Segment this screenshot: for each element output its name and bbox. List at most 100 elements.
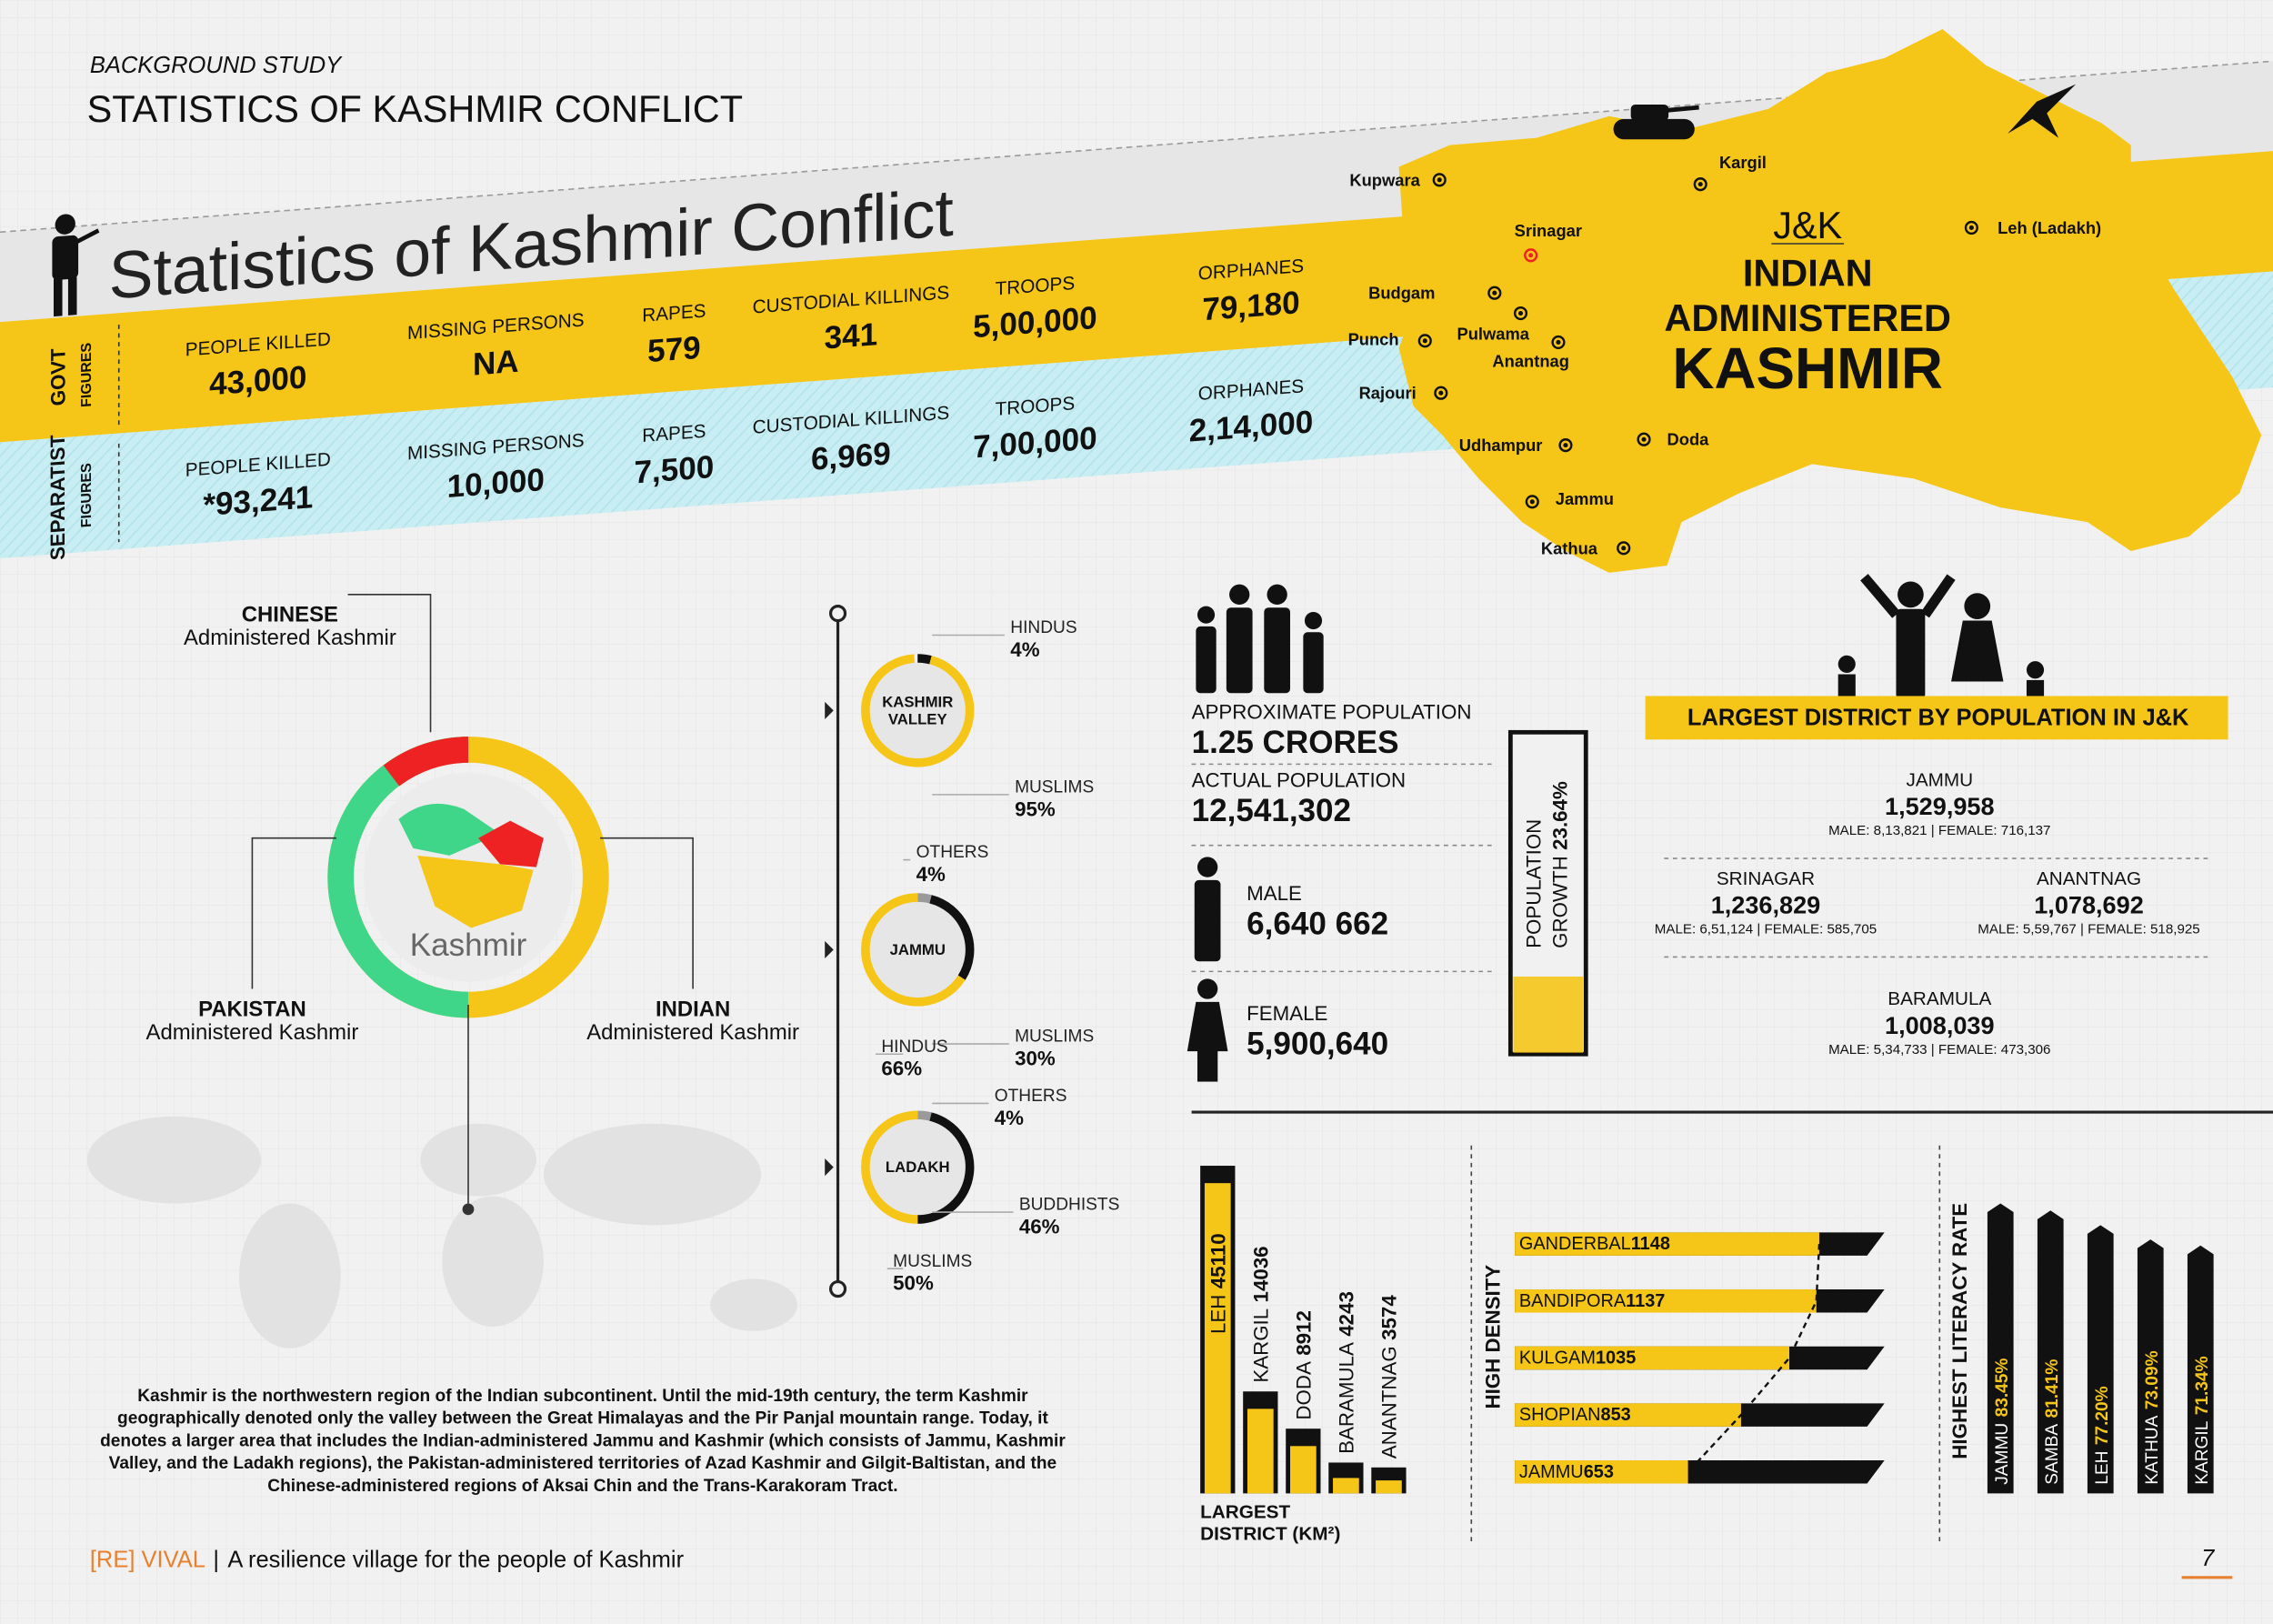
separator: | [213,1548,219,1573]
place-dot-core [1517,310,1524,316]
donut-arrow [825,940,834,959]
district-name: SRINAGAR [1717,868,1815,889]
family-icon [1196,584,1324,694]
brand: [RE] VIVAL [90,1548,205,1573]
place-dot [1964,220,1978,236]
region-name: CHINESE [242,603,338,627]
area-value: 45110 [1207,1233,1229,1288]
place-dot-core [1641,436,1647,442]
place-dot [1637,432,1651,446]
regions-ring [251,594,694,1216]
group-value: 4% [1010,638,1039,661]
place-dot [1558,438,1573,453]
axis-end [828,1279,847,1298]
area-bar-inner [1290,1446,1317,1494]
district-detail: MALE: 5,59,767 | FEMALE: 518,925 [1978,922,2199,937]
pop-label: MALE [1247,882,1302,905]
jk-map [1398,29,2262,573]
donut-segment [917,893,932,904]
place-name: Srinagar [1515,221,1582,240]
literacy-name: KATHUA [2142,1415,2161,1484]
place-name: Rajouri [1359,384,1417,403]
donut-center [869,1119,966,1216]
literacy-bar [2087,1225,2114,1494]
density-bar [1515,1403,1741,1427]
density-bar [1515,1289,1817,1313]
literacy-value: 83.45% [1992,1358,2011,1418]
map-title: ADMINISTERED [1664,296,1950,339]
place-dot [1432,173,1447,187]
area-value: 14036 [1249,1246,1272,1302]
axis-end [828,605,847,623]
map-india [417,855,534,928]
group-name: HINDUS [881,1038,947,1057]
place-dot-core [1621,546,1627,551]
group-name: MUSLIMS [893,1252,972,1271]
group-name: MUSLIMS [1015,1028,1094,1047]
ring-chinese [383,737,469,787]
place-name: Kargil [1719,153,1767,172]
region-sub: Administered Kashmir [586,1020,799,1045]
growth-label: GROWTH 23.64% [1548,781,1571,948]
literacy-value: 81.41% [2042,1359,2061,1418]
literacy-value: 73.09% [2142,1350,2161,1409]
literacy-value: 77.20% [2092,1386,2111,1445]
literacy-name: LEH [2092,1451,2111,1485]
literacy-label: LEH 77.20% [2092,1386,2111,1484]
map-china [478,820,544,867]
place-dot-core [1528,253,1534,258]
group-name: OTHERS [916,843,989,862]
place-name: Doda [1667,430,1710,449]
growth-value: 23.64% [1548,781,1571,850]
area-bar-inner [1247,1408,1274,1494]
literacy-label: KARGIL 71.34% [2192,1356,2211,1484]
district-detail: MALE: 6,51,124 | FEMALE: 585,705 [1655,922,1877,937]
stat-value: 6,969 [811,436,891,477]
place-name: Kathua [1541,538,1598,557]
density-bar [1515,1232,1819,1256]
district-total: 1,008,039 [1885,1011,1995,1039]
literacy-name: SAMBA [2042,1424,2061,1485]
donut-arrow [825,701,834,719]
stat-value: 579 [647,330,701,369]
group-value: 66% [881,1058,922,1080]
group-value: 50% [893,1272,934,1295]
stat-value: 10,000 [447,462,545,505]
place-dot [1487,286,1502,300]
place-dot-core [1492,290,1497,296]
connector [347,594,432,733]
area-bar-inner [1376,1480,1402,1494]
donut-center [869,662,966,759]
place-dot-core [1529,499,1535,505]
place-dot-core [1697,182,1703,187]
stat-value: *93,241 [203,479,313,523]
density-value: 653 [1584,1462,1614,1482]
pop-value: 5,900,640 [1247,1027,1388,1062]
place-dot-core [1968,225,1974,231]
growth-label: POPULATION [1522,819,1545,948]
map-pak [398,803,501,856]
connector [600,837,694,989]
region-name: INDIAN [656,997,730,1021]
map-heading: J&K [1773,204,1842,246]
area-bar-inner [1204,1183,1231,1494]
row-label: GOVT [46,347,69,406]
density-value: 1035 [1596,1348,1636,1368]
place-name: Jammu [1556,489,1614,508]
group-name: OTHERS [995,1087,1067,1106]
place-name: Udhampur [1459,436,1543,455]
region-sub: Administered Kashmir [184,626,396,650]
map-title: INDIAN [1743,251,1873,294]
density-name: BANDIPORA [1519,1291,1627,1311]
district-total: 1,078,692 [2034,891,2144,919]
page-title: STATISTICS OF KASHMIR CONFLICT [87,87,743,130]
density-name: SHOPIAN [1519,1405,1601,1425]
donut-segment [917,654,932,665]
area-value: 4243 [1335,1291,1357,1337]
jet-icon [2008,84,2077,138]
area-name: ANANTNAG [1377,1346,1400,1459]
district-name: BARAMULA [1887,988,1991,1009]
donut-label: JAMMU [890,941,946,958]
row-label: SEPARATIST [46,434,69,561]
female-icon [1187,978,1228,1082]
